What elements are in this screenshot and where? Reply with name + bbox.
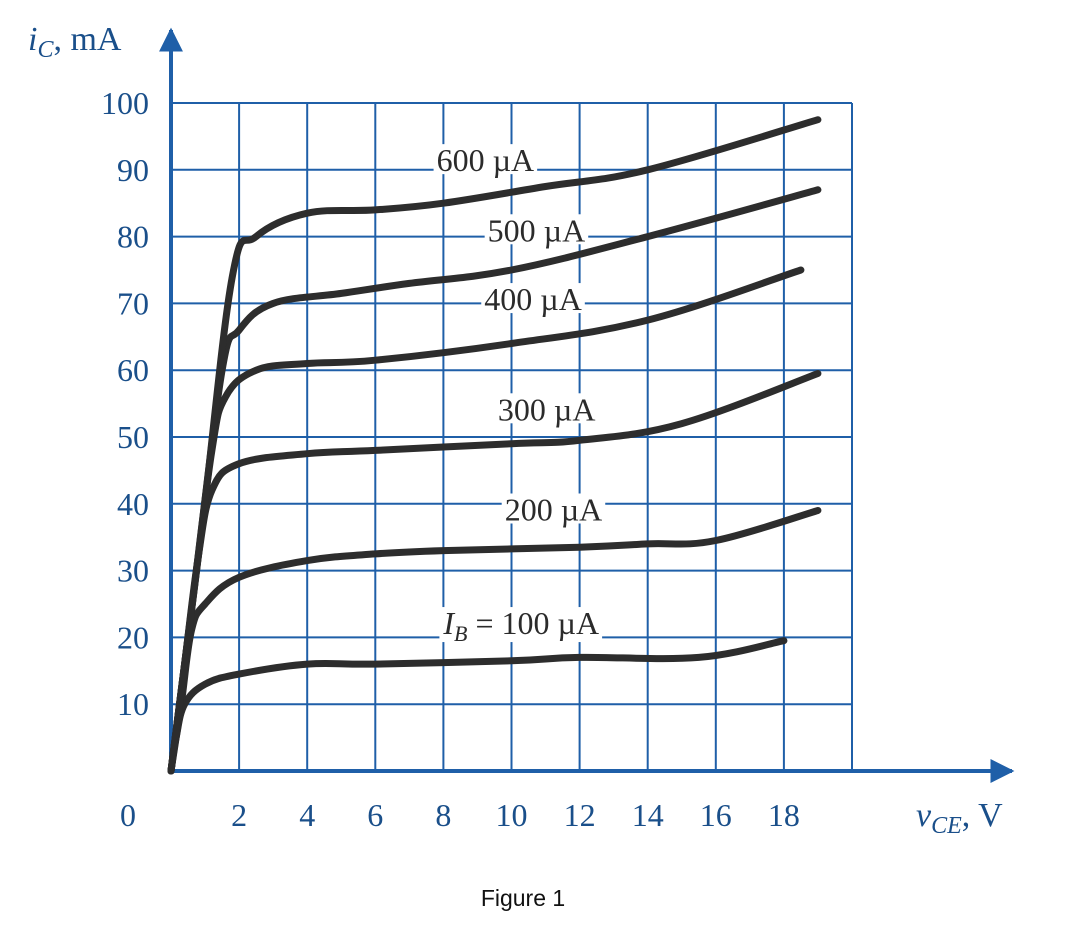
x-tick-label: 10 <box>496 797 528 833</box>
curve-series-5 <box>167 186 822 775</box>
y-tick-label: 30 <box>117 553 149 589</box>
curve-series-3 <box>167 370 822 775</box>
curve-label-background <box>494 393 599 424</box>
x-axis-label: vCE, V <box>916 797 1003 839</box>
curve-label-5: 500 µA <box>488 212 586 248</box>
curve-label-background <box>484 214 589 245</box>
y-tick-label: 10 <box>117 686 149 722</box>
x-tick-label: 18 <box>768 797 800 833</box>
y-tick-label: 50 <box>117 419 149 455</box>
y-axis-label: iC, mA <box>28 21 122 63</box>
x-tick-label: 8 <box>435 797 451 833</box>
curve-label-background <box>481 283 585 314</box>
curve-label-6: 600 µA <box>437 142 535 178</box>
figure-caption: Figure 1 <box>481 885 565 911</box>
x-tick-label: 4 <box>299 797 315 833</box>
curve-labels: IB = 100 µA 200 µA 300 µA 400 µA 500 µA 600 µ… <box>433 142 606 646</box>
y-tick-label: 40 <box>117 486 149 522</box>
y-tick-label: 60 <box>117 352 149 388</box>
x-tick-label: 14 <box>632 797 664 833</box>
curve-series-1 <box>167 637 788 775</box>
curve-label-3: 300 µA <box>498 391 596 427</box>
curve-series-6 <box>167 116 822 775</box>
curve-label-background <box>439 607 603 643</box>
curve-label-2: 200 µA <box>505 492 603 528</box>
curve-series-4 <box>167 266 805 775</box>
tick-labels: 10 20 30 40 50 60 70 80 90 100 2 4 6 8 10 12 14 16 18 0 <box>101 85 800 833</box>
curve-label-background <box>501 493 606 524</box>
curve-label-background <box>433 144 538 175</box>
y-tick-label: 90 <box>117 152 149 188</box>
x-tick-label: 16 <box>700 797 732 833</box>
y-tick-label: 100 <box>101 85 149 121</box>
curve-label-1: IB = 100 µA <box>442 605 599 646</box>
y-tick-label: 20 <box>117 619 149 655</box>
curve-label-4: 400 µA <box>484 281 582 317</box>
x-tick-label: 2 <box>231 797 247 833</box>
y-tick-label: 80 <box>117 219 149 255</box>
y-tick-label: 70 <box>117 285 149 321</box>
chart-axes <box>159 27 1015 783</box>
origin-label: 0 <box>120 797 136 833</box>
x-tick-label: 12 <box>564 797 596 833</box>
x-tick-label: 6 <box>367 797 383 833</box>
characteristic-curves <box>167 116 822 775</box>
